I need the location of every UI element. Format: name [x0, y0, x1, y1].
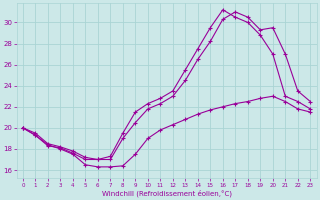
X-axis label: Windchill (Refroidissement éolien,°C): Windchill (Refroidissement éolien,°C)	[101, 189, 232, 197]
